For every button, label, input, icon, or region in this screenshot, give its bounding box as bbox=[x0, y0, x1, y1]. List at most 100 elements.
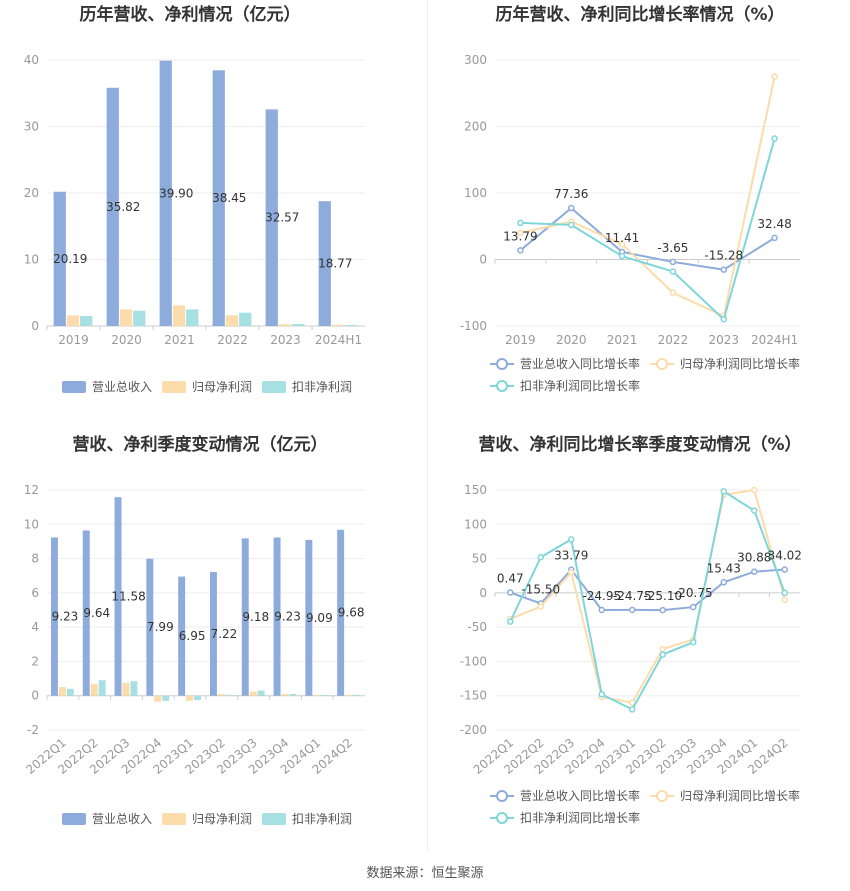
data-point bbox=[720, 316, 727, 323]
x-tick-label: 2021 bbox=[607, 333, 638, 347]
legend-swatch-marker bbox=[496, 812, 508, 824]
data-point bbox=[517, 219, 524, 227]
bar bbox=[225, 694, 233, 696]
annual-line-panel: 历年营收、净利同比增长率情况（%） -100 0 100 200 300 2019 2020 2… bbox=[425, 0, 850, 430]
x-tick-label: 2024H1 bbox=[751, 333, 798, 347]
legend-swatch bbox=[262, 381, 286, 393]
bar bbox=[154, 695, 162, 702]
x-tick-label: 2021 bbox=[164, 333, 195, 347]
data-point bbox=[618, 252, 626, 260]
series-line bbox=[509, 568, 785, 612]
y-tick-label: 0 bbox=[479, 586, 487, 600]
series-line bbox=[509, 488, 786, 704]
annual-growth-rate-line-chart: 历年营收、净利同比增长率情况（%） -100 0 100 200 300 2019 2020 2… bbox=[460, 4, 800, 393]
bar bbox=[186, 695, 194, 701]
legend-label: 归母净利润同比增长率 bbox=[680, 788, 800, 803]
data-point bbox=[659, 645, 666, 653]
bar bbox=[249, 691, 257, 696]
y-tick-label: -2 bbox=[27, 723, 39, 737]
data-point bbox=[720, 266, 727, 273]
legend-label: 归母净利润 bbox=[192, 812, 252, 826]
data-point bbox=[659, 651, 666, 658]
legend-swatch-marker bbox=[496, 790, 508, 802]
bar bbox=[66, 315, 80, 326]
data-label: 11.58 bbox=[111, 589, 145, 603]
legend-swatch-marker bbox=[656, 358, 668, 370]
y-tick-label: 2 bbox=[31, 654, 39, 668]
data-label: 0.47 bbox=[497, 572, 524, 586]
data-point bbox=[751, 486, 758, 494]
data-point bbox=[507, 589, 514, 596]
data-label: -24.95 bbox=[582, 589, 621, 603]
legend-label: 扣非净利润同比增长率 bbox=[520, 810, 640, 825]
data-label: 9.23 bbox=[52, 610, 79, 624]
y-tick-label: 10 bbox=[24, 253, 39, 267]
data-label: 32.48 bbox=[757, 217, 791, 231]
y-tick-label: 30 bbox=[24, 120, 39, 134]
legend-swatch-marker bbox=[496, 358, 508, 370]
quarterly-growth-rate-line-chart: 营收、净利同比增长率季度变动情况（%） -200 -150 -100 -50 0 50 100… bbox=[460, 434, 802, 825]
bar bbox=[53, 191, 66, 326]
legend-label: 扣非净利润 bbox=[292, 380, 352, 394]
data-label: 38.45 bbox=[212, 191, 246, 205]
x-tick-label: 2019 bbox=[505, 333, 536, 347]
bar bbox=[265, 109, 278, 326]
y-tick-label: 4 bbox=[31, 620, 39, 634]
bar bbox=[58, 687, 66, 696]
data-label: 20.19 bbox=[53, 252, 87, 266]
data-label: 9.09 bbox=[306, 611, 333, 625]
data-label: 9.64 bbox=[83, 606, 110, 620]
data-point bbox=[669, 258, 677, 266]
data-label: 77.36 bbox=[554, 187, 588, 201]
data-point bbox=[720, 488, 727, 495]
y-tick-label: -100 bbox=[460, 654, 487, 668]
data-point bbox=[781, 596, 788, 603]
data-label: 11.41 bbox=[605, 231, 639, 245]
data-point bbox=[771, 135, 778, 142]
data-label: 18.77 bbox=[318, 257, 352, 271]
data-point bbox=[669, 289, 677, 296]
bar bbox=[345, 694, 353, 696]
legend-swatch bbox=[62, 813, 86, 825]
bar bbox=[98, 680, 106, 696]
data-point bbox=[659, 606, 666, 614]
data-label: 7.99 bbox=[147, 620, 174, 634]
series-line bbox=[519, 206, 776, 271]
bar bbox=[133, 310, 146, 326]
bar bbox=[50, 537, 58, 696]
data-point bbox=[618, 240, 626, 248]
x-tick-label: 2023 bbox=[708, 333, 739, 347]
legend-label: 营业总收入 bbox=[92, 812, 152, 826]
annual-bar-panel: 历年营收、净利情况（亿元） 0 10 20 30 40 2019 2020 2021 2022 20… bbox=[0, 0, 425, 430]
data-point bbox=[720, 579, 727, 586]
chart-title: 历年营收、净利情况（亿元） bbox=[80, 4, 301, 25]
bar bbox=[90, 683, 98, 696]
y-tick-label: 0 bbox=[479, 253, 487, 267]
y-tick-label: 20 bbox=[24, 186, 39, 200]
data-point bbox=[537, 553, 544, 561]
legend-label: 营业总收入同比增长率 bbox=[520, 356, 640, 371]
y-tick-label: 50 bbox=[472, 552, 487, 566]
data-point bbox=[568, 204, 575, 212]
data-label: 6.95 bbox=[179, 629, 206, 643]
y-tick-label: 300 bbox=[464, 53, 487, 67]
quarter-line-panel: 营收、净利同比增长率季度变动情况（%） -200 -150 -100 -50 0 50 100… bbox=[425, 430, 850, 860]
bar bbox=[313, 694, 321, 696]
data-point bbox=[598, 691, 605, 698]
bar bbox=[178, 576, 186, 696]
bar bbox=[257, 690, 265, 696]
data-point bbox=[568, 536, 575, 543]
bar bbox=[159, 60, 172, 326]
y-tick-label: 40 bbox=[24, 53, 39, 67]
bar bbox=[241, 538, 249, 696]
legend-label: 归母净利润同比增长率 bbox=[680, 356, 800, 371]
data-point bbox=[751, 568, 758, 575]
bar bbox=[281, 694, 289, 696]
bar bbox=[305, 539, 313, 696]
x-tick-label: 2019 bbox=[58, 333, 89, 347]
data-point bbox=[669, 268, 677, 275]
data-label: 9.68 bbox=[338, 606, 365, 620]
x-tick-label: 2022 bbox=[658, 333, 689, 347]
data-point bbox=[771, 234, 778, 242]
data-point bbox=[598, 606, 605, 614]
